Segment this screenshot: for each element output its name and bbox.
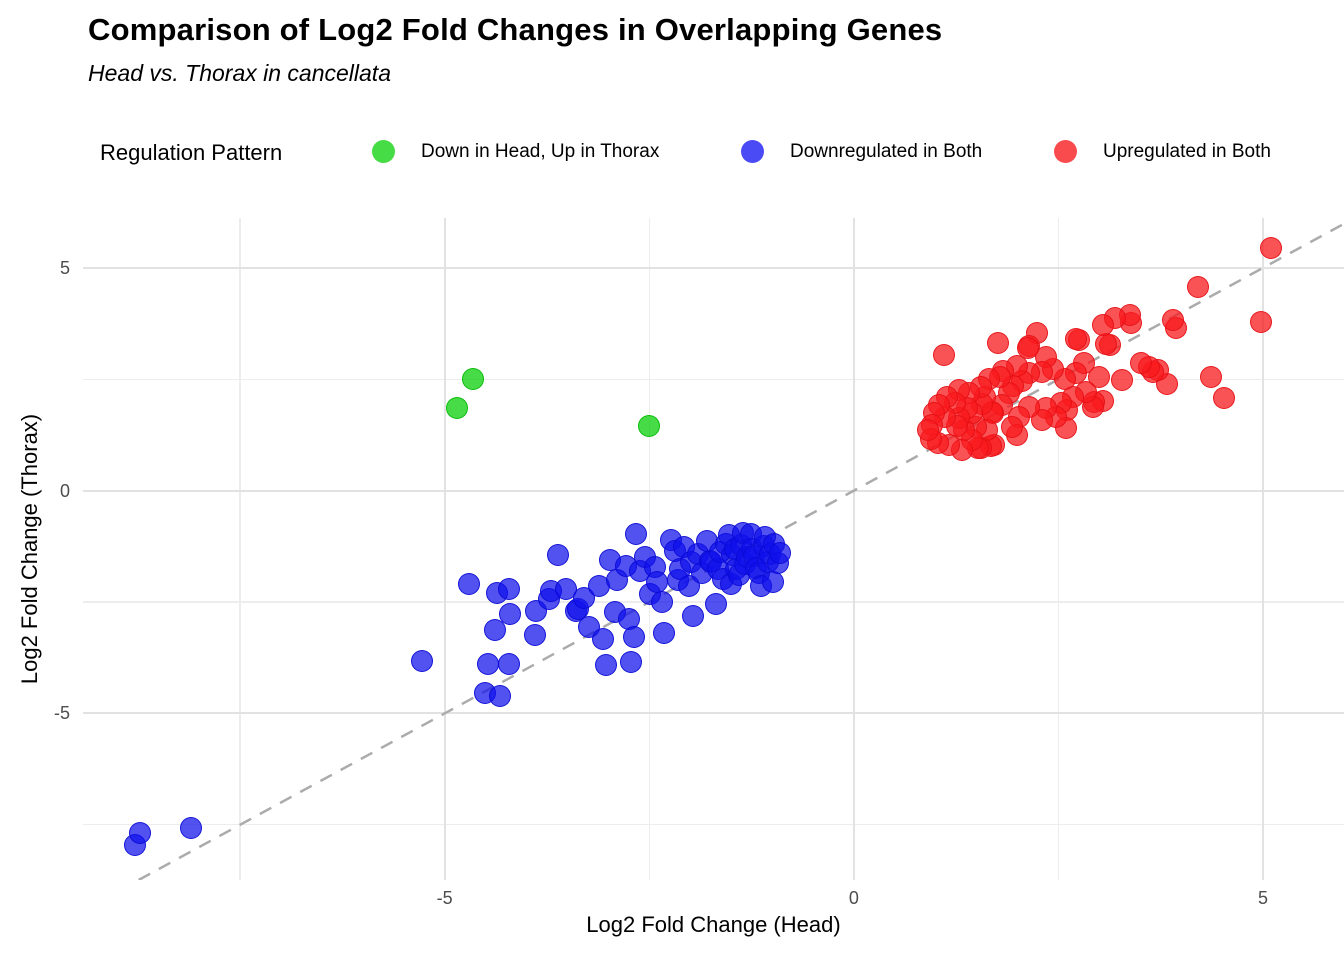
data-point (498, 653, 521, 676)
data-point (1161, 309, 1184, 332)
data-point (1017, 337, 1040, 360)
data-point (1088, 366, 1111, 389)
data-point (458, 573, 481, 596)
data-point (477, 653, 500, 676)
data-point (1187, 275, 1210, 298)
data-point (932, 343, 955, 366)
data-point (761, 570, 784, 593)
data-point (1111, 369, 1134, 392)
data-point (1000, 415, 1023, 438)
legend-item-down-head-up-thorax: Down in Head, Up in Thorax (372, 140, 659, 163)
legend-title: Regulation Pattern (100, 140, 283, 165)
data-point (622, 625, 645, 648)
data-point (620, 650, 643, 673)
data-point (986, 332, 1009, 355)
y-axis-title: Log2 Fold Change (Thorax) (17, 413, 42, 685)
y-axis-tick-label: -5 (53, 703, 70, 724)
data-point (489, 685, 512, 708)
data-point (704, 592, 727, 615)
legend-item-label: Down in Head, Up in Thorax (421, 140, 660, 162)
data-point (1250, 311, 1273, 334)
data-point (547, 543, 570, 566)
x-axis-tick-label: -5 (436, 888, 453, 908)
chart-subtitle: Head vs. Thorax in cancellata (88, 60, 391, 86)
major-gridline (443, 218, 446, 880)
data-point (646, 570, 669, 593)
plot-panel (83, 218, 1344, 880)
x-axis-tick-label: 0 (848, 888, 859, 908)
data-point (1094, 333, 1117, 356)
legend-item-label: Upregulated in Both (1103, 140, 1271, 162)
major-gridline (83, 489, 1344, 492)
major-gridline (83, 266, 1344, 269)
data-point (1212, 387, 1235, 410)
data-point (1130, 352, 1153, 375)
data-point (1260, 237, 1283, 260)
legend-item-upregulated-both: Upregulated in Both (1054, 140, 1271, 163)
data-point (594, 654, 617, 677)
green-dot-icon (372, 140, 395, 163)
legend-item-downregulated-both: Downregulated in Both (741, 140, 982, 163)
major-gridline (83, 712, 1344, 715)
chart-title: Comparison of Log2 Fold Changes in Overl… (88, 12, 943, 47)
data-point (592, 627, 615, 650)
data-point (638, 415, 661, 438)
x-axis-tick-label: 5 (1257, 888, 1268, 908)
y-axis-tick-label: 5 (59, 257, 70, 278)
data-point (498, 577, 521, 600)
data-point (652, 622, 675, 645)
y-axis-tick-label: 0 (59, 480, 70, 501)
data-point (445, 397, 468, 420)
minor-gridline (1057, 218, 1060, 880)
red-dot-icon (1054, 140, 1077, 163)
x-axis-title: Log2 Fold Change (Head) (586, 912, 841, 937)
minor-gridline (83, 824, 1344, 826)
data-point (484, 618, 507, 641)
data-point (1065, 328, 1088, 351)
minor-gridline (239, 218, 241, 880)
data-point (769, 542, 792, 564)
data-point (650, 591, 673, 613)
data-point (523, 623, 546, 646)
data-point (129, 821, 152, 844)
blue-dot-icon (741, 140, 764, 163)
major-gridline (852, 218, 855, 880)
data-point (1091, 313, 1114, 336)
data-point (180, 817, 202, 840)
data-point (1200, 366, 1223, 389)
data-point (410, 649, 433, 672)
data-point (462, 368, 485, 391)
data-point (917, 419, 940, 442)
legend-item-label: Downregulated in Both (790, 140, 983, 162)
legend: Regulation Pattern Down in Head, Up in T… (0, 138, 1344, 168)
data-point (499, 602, 522, 625)
data-point (682, 604, 705, 627)
data-point (625, 522, 648, 545)
